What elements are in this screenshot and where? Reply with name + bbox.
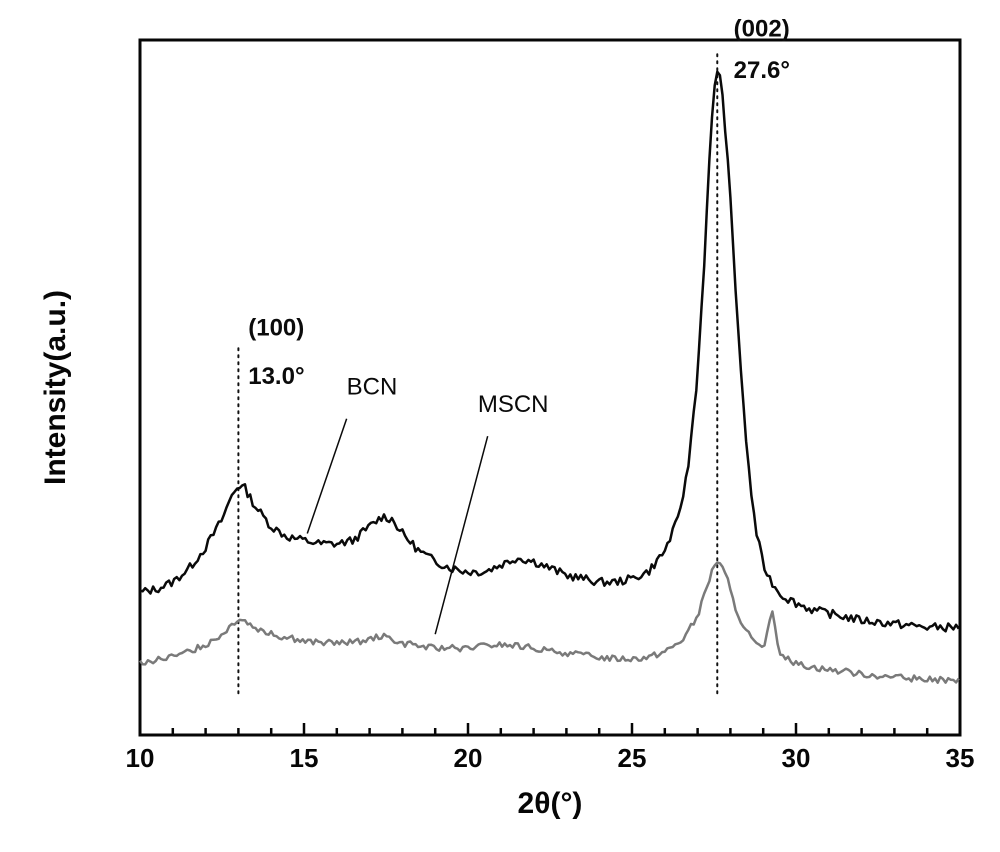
y-axis-label: Intensity(a.u.) [39, 290, 72, 485]
x-tick-label: 25 [618, 743, 647, 773]
annotation: 27.6° [734, 57, 790, 84]
annotation: 13.0° [248, 363, 304, 390]
annotation: (100) [248, 314, 304, 341]
x-axis-label: 2θ(°) [518, 787, 583, 820]
x-tick-label: 10 [126, 743, 155, 773]
annotation: (002) [734, 16, 790, 43]
x-tick-label: 15 [290, 743, 319, 773]
x-tick-label: 35 [946, 743, 975, 773]
x-tick-label: 20 [454, 743, 483, 773]
xrd-chart: 10 15 20 25 30 35 2θ(°) Intensity(a.u.) (100) 13.… [0, 0, 1000, 852]
annotation: BCN [347, 373, 398, 400]
x-tick-label: 30 [782, 743, 811, 773]
annotation: MSCN [478, 391, 549, 418]
